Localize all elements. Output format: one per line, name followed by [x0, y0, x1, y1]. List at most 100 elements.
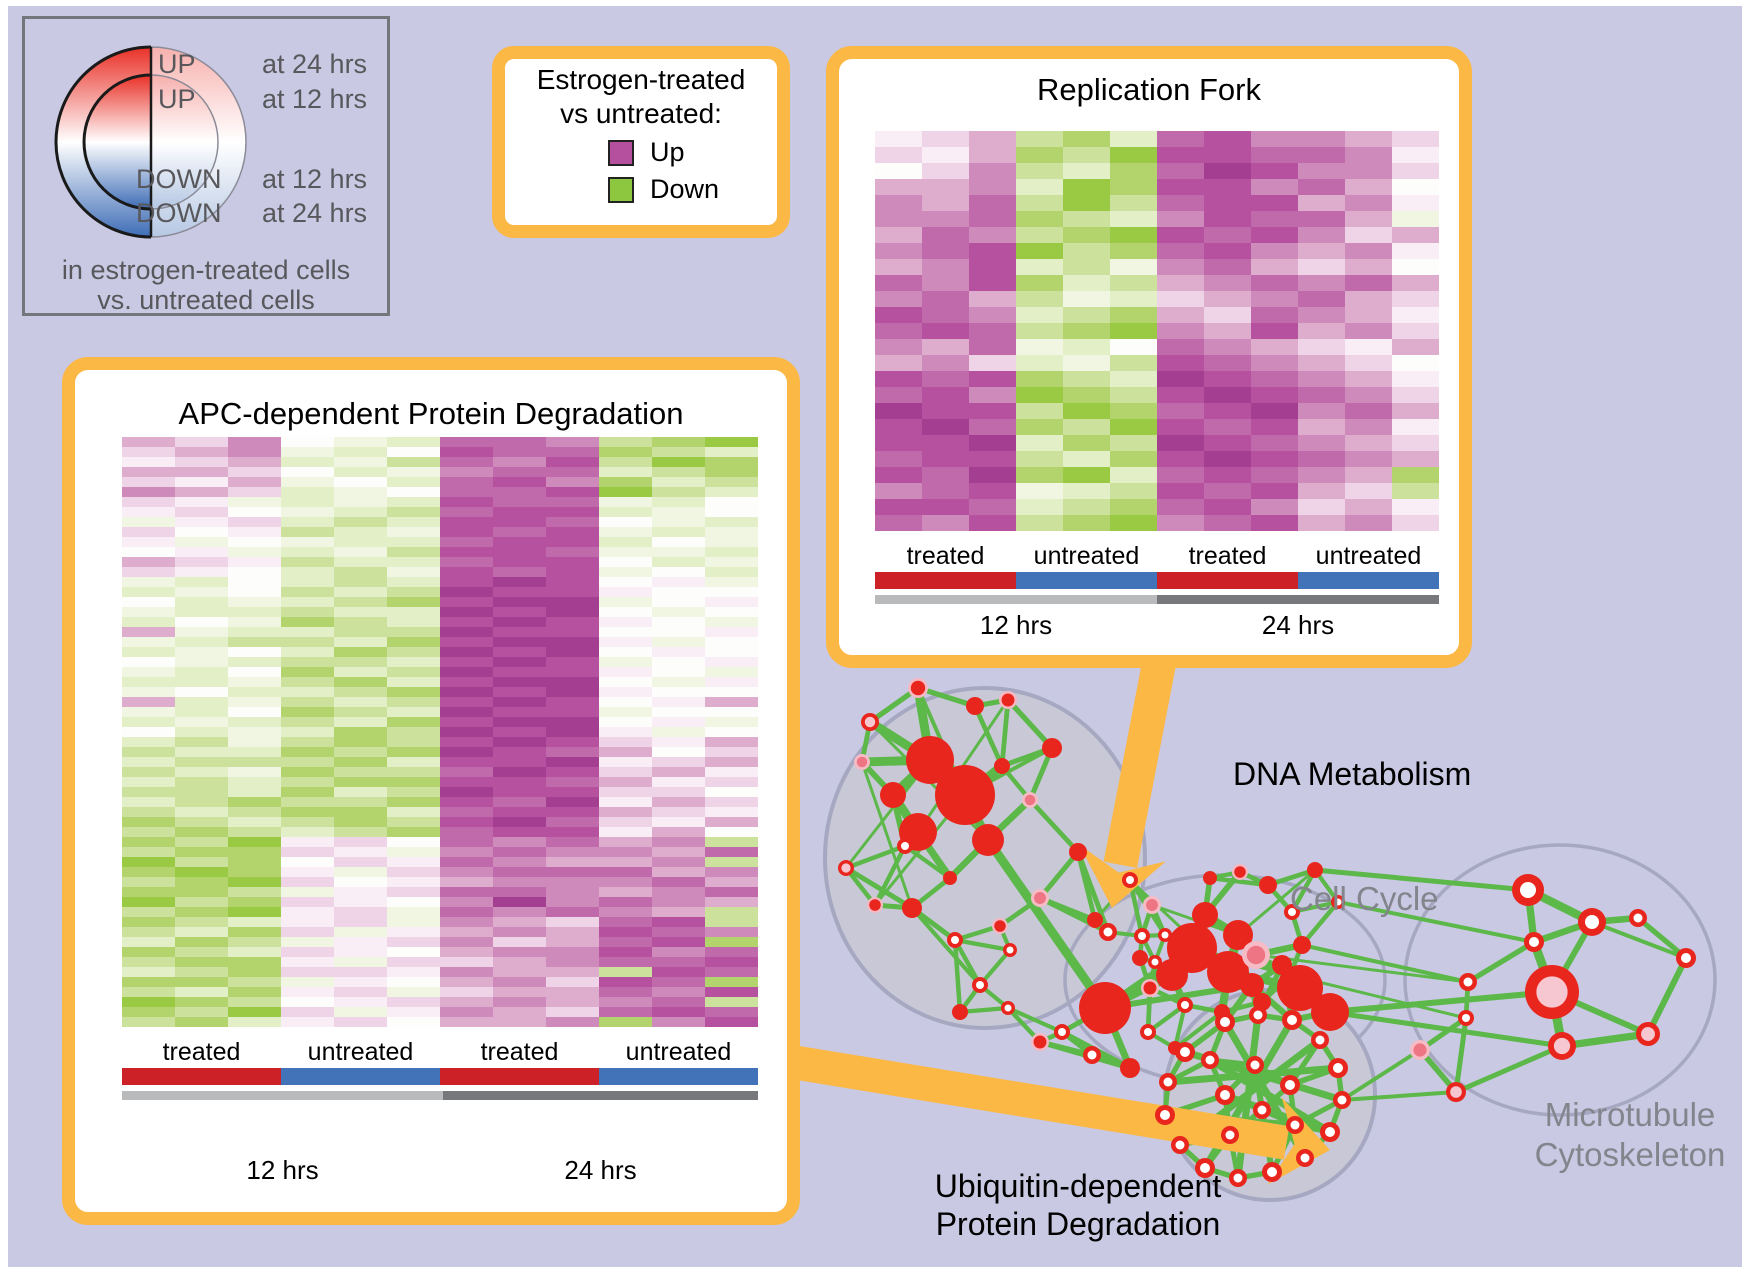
heatmap-row — [875, 323, 1439, 339]
repfork-timebar-24 — [1157, 595, 1439, 604]
heatmap-row — [122, 887, 758, 897]
apc-bar-untreated-24 — [599, 1068, 758, 1085]
heatmap-row — [122, 877, 758, 887]
heatmap-row — [122, 987, 758, 997]
apc-group-treated-12: treated — [162, 1038, 241, 1066]
heatmap-row — [122, 617, 758, 627]
apc-timebar-24 — [443, 1091, 758, 1100]
repfork-group-treated-24: treated — [1188, 542, 1267, 570]
heatmap-row — [122, 507, 758, 517]
heatmap-row — [122, 947, 758, 957]
heatmap-row — [875, 403, 1439, 419]
heatmap-row — [122, 997, 758, 1007]
heatmap-row — [122, 667, 758, 677]
heatmap-row — [122, 437, 758, 447]
cluster-label-dna-metabolism: DNA Metabolism — [1233, 756, 1472, 792]
apc-bar-treated-24 — [440, 1068, 599, 1085]
heatmap-row — [875, 515, 1439, 531]
repfork-timebar-12 — [875, 595, 1157, 604]
replication-fork-title: Replication Fork — [1037, 72, 1261, 107]
apc-time-24: 24 hrs — [564, 1155, 637, 1185]
heatmap-row — [122, 697, 758, 707]
heatmap-row — [122, 557, 758, 567]
heatmap-row — [122, 717, 758, 727]
cluster-label-ubiquitin-line1: Ubiquitin-dependent — [934, 1168, 1222, 1204]
legend-caption-line1: in estrogen-treated cells — [61, 255, 351, 285]
heatmap-row — [122, 647, 758, 657]
heatmap-row — [875, 211, 1439, 227]
heatmap-row — [122, 737, 758, 747]
cluster-label-microtubule-line1: Microtubule — [1544, 1096, 1716, 1133]
repfork-bar-untreated-24 — [1298, 572, 1439, 589]
heatmap-row — [122, 597, 758, 607]
repfork-group-treated-12: treated — [906, 542, 985, 570]
heatmap-row — [875, 131, 1439, 147]
heatmap-row — [122, 867, 758, 877]
heatmap-row — [122, 827, 758, 837]
heatmap-row — [122, 577, 758, 587]
updown-legend-box — [492, 46, 790, 238]
heatmap-row — [122, 497, 758, 507]
heatmap-row — [122, 817, 758, 827]
heatmap-row — [122, 477, 758, 487]
heatmap-row — [875, 355, 1439, 371]
heatmap-row — [875, 451, 1439, 467]
legend-up-24-time: at 24 hrs — [262, 49, 368, 79]
heatmap-row — [122, 967, 758, 977]
heatmap-row — [122, 807, 758, 817]
heatmap-row — [122, 757, 758, 767]
legend-down-24-dir: DOWN — [136, 198, 222, 228]
heatmap-row — [122, 857, 758, 867]
heatmap-row — [122, 607, 758, 617]
heatmap-row — [875, 371, 1439, 387]
heatmap-row — [122, 467, 758, 477]
repfork-bar-treated-12 — [875, 572, 1016, 589]
legend-up-12-dir: UP — [158, 84, 196, 114]
heatmap-row — [875, 499, 1439, 515]
legend-caption-line2: vs. untreated cells — [97, 285, 315, 315]
repfork-time-24: 24 hrs — [1261, 610, 1335, 640]
apc-heatmap — [122, 437, 758, 1027]
heatmap-row — [122, 917, 758, 927]
heatmap-row — [875, 483, 1439, 499]
heatmap-row — [875, 147, 1439, 163]
repfork-group-untreated-24: untreated — [1315, 542, 1422, 570]
heatmap-row — [122, 767, 758, 777]
heatmap-row — [122, 957, 758, 967]
heatmap-row — [122, 587, 758, 597]
heatmap-row — [875, 339, 1439, 355]
apc-group-untreated-24: untreated — [625, 1038, 732, 1066]
heatmap-row — [875, 243, 1439, 259]
heatmap-row — [875, 259, 1439, 275]
down-swatch — [608, 177, 634, 203]
apc-group-treated-24: treated — [480, 1038, 559, 1066]
apc-timebar-12 — [122, 1091, 443, 1100]
legend-down-24-time: at 24 hrs — [262, 198, 368, 228]
heatmap-row — [875, 387, 1439, 403]
repfork-bar-untreated-12 — [1016, 572, 1157, 589]
heatmap-row — [122, 897, 758, 907]
heatmap-row — [122, 547, 758, 557]
heatmap-row — [122, 627, 758, 637]
heatmap-row — [122, 517, 758, 527]
updown-rings-icon — [54, 45, 247, 239]
legend-up-12-time: at 12 hrs — [262, 84, 368, 114]
heatmap-row — [122, 937, 758, 947]
apc-group-untreated-12: untreated — [307, 1038, 414, 1066]
heatmap-row — [875, 291, 1439, 307]
legend-down-12-time: at 12 hrs — [262, 164, 368, 194]
cluster-label-microtubule-line2: Cytoskeleton — [1534, 1136, 1726, 1173]
heatmap-row — [122, 677, 758, 687]
heatmap-row — [122, 637, 758, 647]
heatmap-row — [122, 727, 758, 737]
apc-bar-treated-12 — [122, 1068, 281, 1085]
heatmap-row — [875, 179, 1439, 195]
heatmap-row — [122, 537, 758, 547]
updown-legend-title-line1: Estrogen-treated — [536, 64, 746, 95]
heatmap-row — [122, 847, 758, 857]
updown-legend-title-line2: vs untreated: — [560, 98, 722, 129]
heatmap-row — [875, 467, 1439, 483]
legend-down-12-dir: DOWN — [136, 164, 222, 194]
apc-bar-untreated-12 — [281, 1068, 440, 1085]
heatmap-row — [122, 657, 758, 667]
